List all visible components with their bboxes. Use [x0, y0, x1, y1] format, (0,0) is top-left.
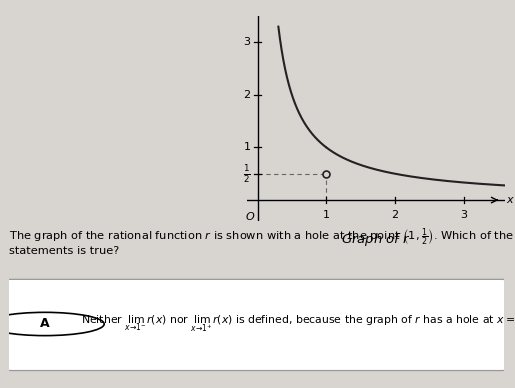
Text: $x$: $x$ [506, 195, 515, 205]
Text: $O$: $O$ [246, 210, 256, 222]
Text: statements is true?: statements is true? [9, 246, 119, 256]
Text: A: A [40, 317, 49, 331]
Text: 3: 3 [244, 37, 251, 47]
Text: 2: 2 [391, 210, 399, 220]
FancyBboxPatch shape [2, 279, 510, 371]
Text: 1: 1 [323, 210, 330, 220]
Text: $\frac{1}{2}$: $\frac{1}{2}$ [243, 163, 251, 185]
Text: Graph of $r$: Graph of $r$ [341, 231, 411, 248]
Text: The graph of the rational function $r$ is shown with a hole at the point $\left(: The graph of the rational function $r$ i… [9, 227, 515, 248]
Text: Neither $\lim_{x\to 1^-}r(x)$ nor $\lim_{x\to 1^+}r(x)$ is defined, because the : Neither $\lim_{x\to 1^-}r(x)$ nor $\lim_… [81, 314, 515, 334]
Text: 1: 1 [244, 142, 251, 152]
Text: 3: 3 [460, 210, 467, 220]
Text: 2: 2 [244, 90, 251, 100]
Circle shape [0, 312, 104, 336]
